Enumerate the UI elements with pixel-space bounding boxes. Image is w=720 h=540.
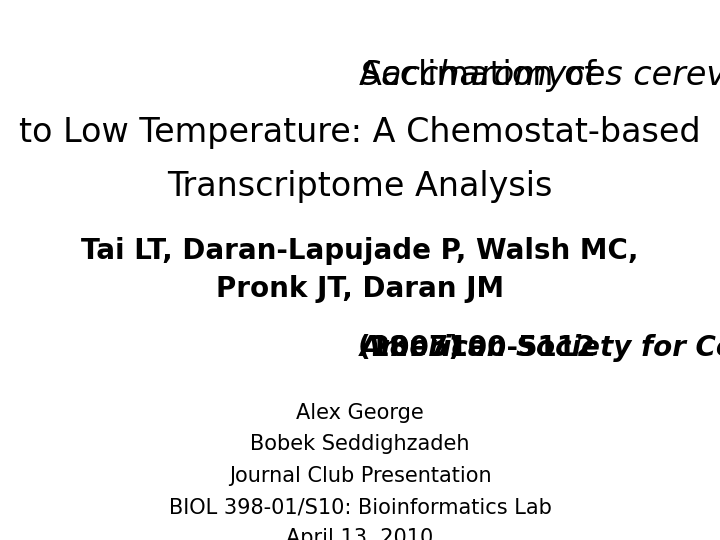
Text: American Society for Cell Biology: American Society for Cell Biology xyxy=(359,334,720,362)
Text: 18: 5100-5112: 18: 5100-5112 xyxy=(361,334,596,362)
Text: Transcriptome Analysis: Transcriptome Analysis xyxy=(167,170,553,203)
Text: Pronk JT, Daran JM: Pronk JT, Daran JM xyxy=(216,275,504,303)
Text: Bobek Seddighzadeh: Bobek Seddighzadeh xyxy=(251,434,469,455)
Text: Tai LT, Daran-Lapujade P, Walsh MC,: Tai LT, Daran-Lapujade P, Walsh MC, xyxy=(81,237,639,265)
Text: Saccharomyces cerevisiae: Saccharomyces cerevisiae xyxy=(360,59,720,92)
Text: (2007): (2007) xyxy=(359,334,471,362)
Text: Journal Club Presentation: Journal Club Presentation xyxy=(229,465,491,486)
Text: April 13, 2010: April 13, 2010 xyxy=(287,528,433,540)
Text: Alex George: Alex George xyxy=(296,403,424,423)
Text: BIOL 398-01/S10: Bioinformatics Lab: BIOL 398-01/S10: Bioinformatics Lab xyxy=(168,497,552,517)
Text: Acclimation of: Acclimation of xyxy=(359,59,607,92)
Text: to Low Temperature: A Chemostat-based: to Low Temperature: A Chemostat-based xyxy=(19,116,701,149)
